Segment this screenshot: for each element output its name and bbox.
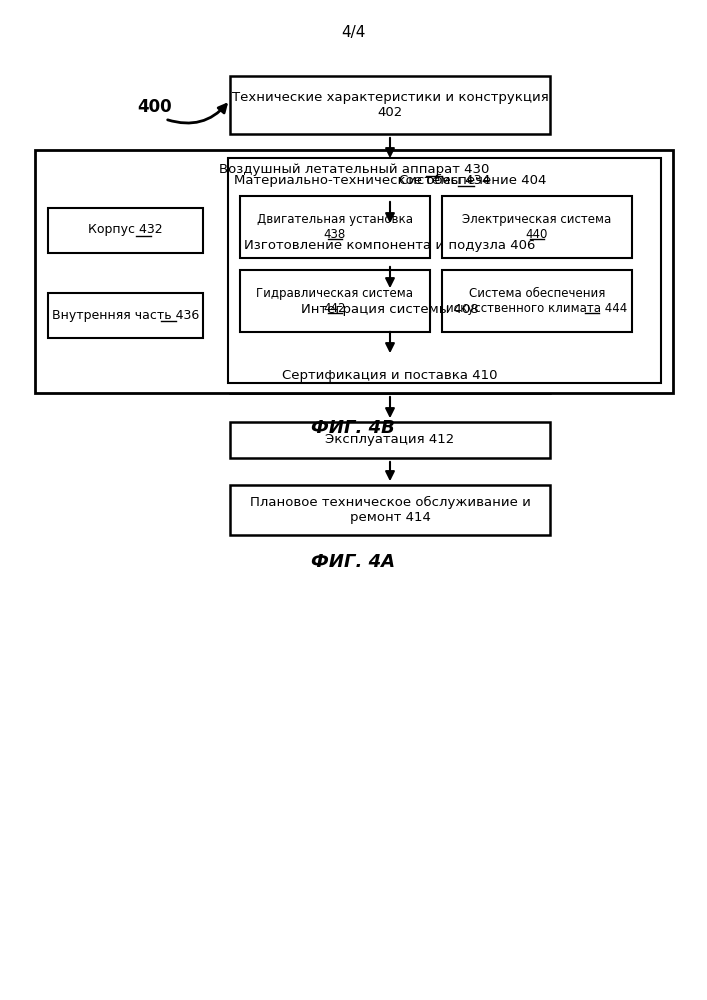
Text: Гидравлическая система
442: Гидравлическая система 442 <box>257 287 414 315</box>
Bar <box>230 76 550 134</box>
Text: Плановое техническое обслуживание и
ремонт 414: Плановое техническое обслуживание и ремо… <box>250 496 530 524</box>
Bar <box>35 150 673 393</box>
Bar <box>230 227 550 263</box>
Text: Двигательная установка
438: Двигательная установка 438 <box>257 213 413 241</box>
Bar <box>228 158 661 383</box>
Text: 400: 400 <box>138 98 173 116</box>
Text: Сертификация и поставка 410: Сертификация и поставка 410 <box>282 368 498 381</box>
Text: Технические характеристики и конструкция
402: Технические характеристики и конструкция… <box>232 91 549 119</box>
Bar <box>240 270 430 332</box>
Text: Эксплуатация 412: Эксплуатация 412 <box>325 434 455 446</box>
Bar <box>230 292 550 328</box>
Text: Корпус 432: Корпус 432 <box>88 224 163 236</box>
Bar <box>48 292 203 338</box>
Text: 4/4: 4/4 <box>341 24 366 39</box>
Text: ФИГ. 4А: ФИГ. 4А <box>311 553 395 571</box>
Bar <box>240 196 430 258</box>
Bar <box>230 422 550 458</box>
Text: Интеграция системы 408: Интеграция системы 408 <box>301 304 479 316</box>
Text: Системы 434: Системы 434 <box>399 174 490 186</box>
Bar <box>442 270 632 332</box>
Text: Система обеспечения
искусственного климата 444: Система обеспечения искусственного клима… <box>446 287 628 315</box>
Text: ФИГ. 4В: ФИГ. 4В <box>311 419 395 437</box>
Text: Материально-техническое обеспечение 404: Материально-техническое обеспечение 404 <box>234 173 547 187</box>
Bar <box>230 485 550 535</box>
Bar <box>442 196 632 258</box>
Text: Изготовление компонента и подузла 406: Изготовление компонента и подузла 406 <box>245 238 536 251</box>
Bar <box>230 357 550 393</box>
Text: Внутренняя часть 436: Внутренняя часть 436 <box>52 308 199 322</box>
Text: Электрическая система
440: Электрическая система 440 <box>462 213 612 241</box>
Bar <box>230 162 550 198</box>
Text: Воздушный летательный аппарат 430: Воздушный летательный аппарат 430 <box>218 163 489 176</box>
Bar <box>48 208 203 252</box>
